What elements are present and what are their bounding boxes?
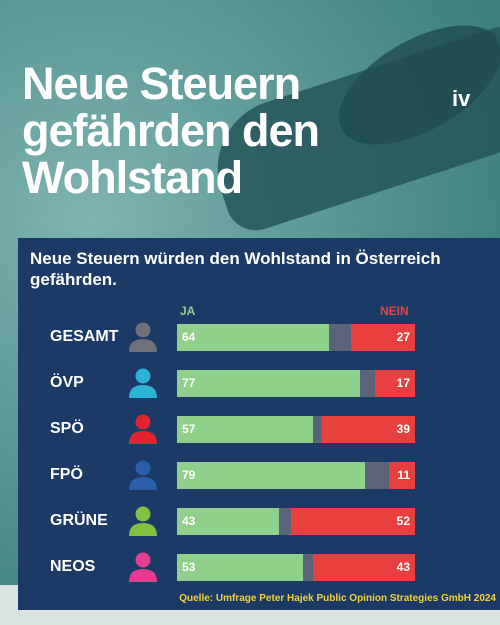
bar-ja — [177, 554, 304, 581]
bar-undecided — [303, 554, 313, 581]
row-label: GRÜNE — [50, 512, 108, 529]
chart-title: Neue Steuern würden den Wohlstand in Öst… — [30, 249, 441, 289]
value-label-ja: 53 — [182, 560, 196, 574]
bar-undecided — [329, 324, 351, 351]
iv-logo: iv — [452, 86, 471, 111]
bar-nein — [374, 370, 415, 397]
row-label: NEOS — [50, 558, 96, 575]
bar-undecided — [279, 508, 292, 535]
bar-undecided — [365, 462, 389, 489]
person-icon — [129, 368, 157, 398]
bar-undecided — [360, 370, 375, 397]
person-icon — [129, 414, 157, 444]
legend-ja: JA — [180, 304, 196, 318]
value-label-nein: 52 — [396, 514, 410, 528]
legend-nein: NEIN — [380, 304, 409, 318]
person-icon — [129, 552, 157, 582]
bar-nein — [388, 462, 415, 489]
value-label-nein: 39 — [396, 422, 410, 436]
bar-ja — [177, 462, 366, 489]
value-label-ja: 57 — [182, 422, 196, 436]
bar-undecided — [312, 416, 323, 443]
value-label-ja: 79 — [182, 468, 196, 482]
headline: Neue Steuern gefährden den Wohlstand — [22, 58, 320, 203]
value-label-nein: 27 — [396, 330, 410, 344]
bar-ja — [177, 508, 280, 535]
source-note: Quelle: Umfrage Peter Hajek Public Opini… — [179, 593, 496, 604]
person-icon — [129, 506, 157, 536]
bar-nein — [312, 554, 415, 581]
bar-ja — [177, 324, 330, 351]
person-icon — [129, 322, 157, 352]
row-label: FPÖ — [50, 466, 83, 483]
bar-nein — [322, 416, 415, 443]
value-label-nein: 17 — [396, 376, 410, 390]
bar-nein — [291, 508, 415, 535]
value-label-ja: 64 — [182, 330, 196, 344]
value-label-ja: 77 — [182, 376, 196, 390]
row-label: ÖVP — [50, 374, 84, 391]
value-label-ja: 43 — [182, 514, 196, 528]
bar-nein — [350, 324, 415, 351]
person-icon — [129, 460, 157, 490]
value-label-nein: 11 — [397, 468, 410, 482]
row-label: GESAMT — [50, 328, 119, 345]
row-label: SPÖ — [50, 420, 84, 437]
bar-ja — [177, 370, 361, 397]
headline-line: Wohlstand — [22, 152, 243, 203]
bar-ja — [177, 416, 313, 443]
chart-panel: Neue Steuern würden den Wohlstand in Öst… — [18, 238, 500, 610]
value-label-nein: 43 — [396, 560, 410, 574]
headline-line: Neue Steuern — [22, 58, 301, 109]
headline-line: gefährden den — [22, 105, 320, 156]
